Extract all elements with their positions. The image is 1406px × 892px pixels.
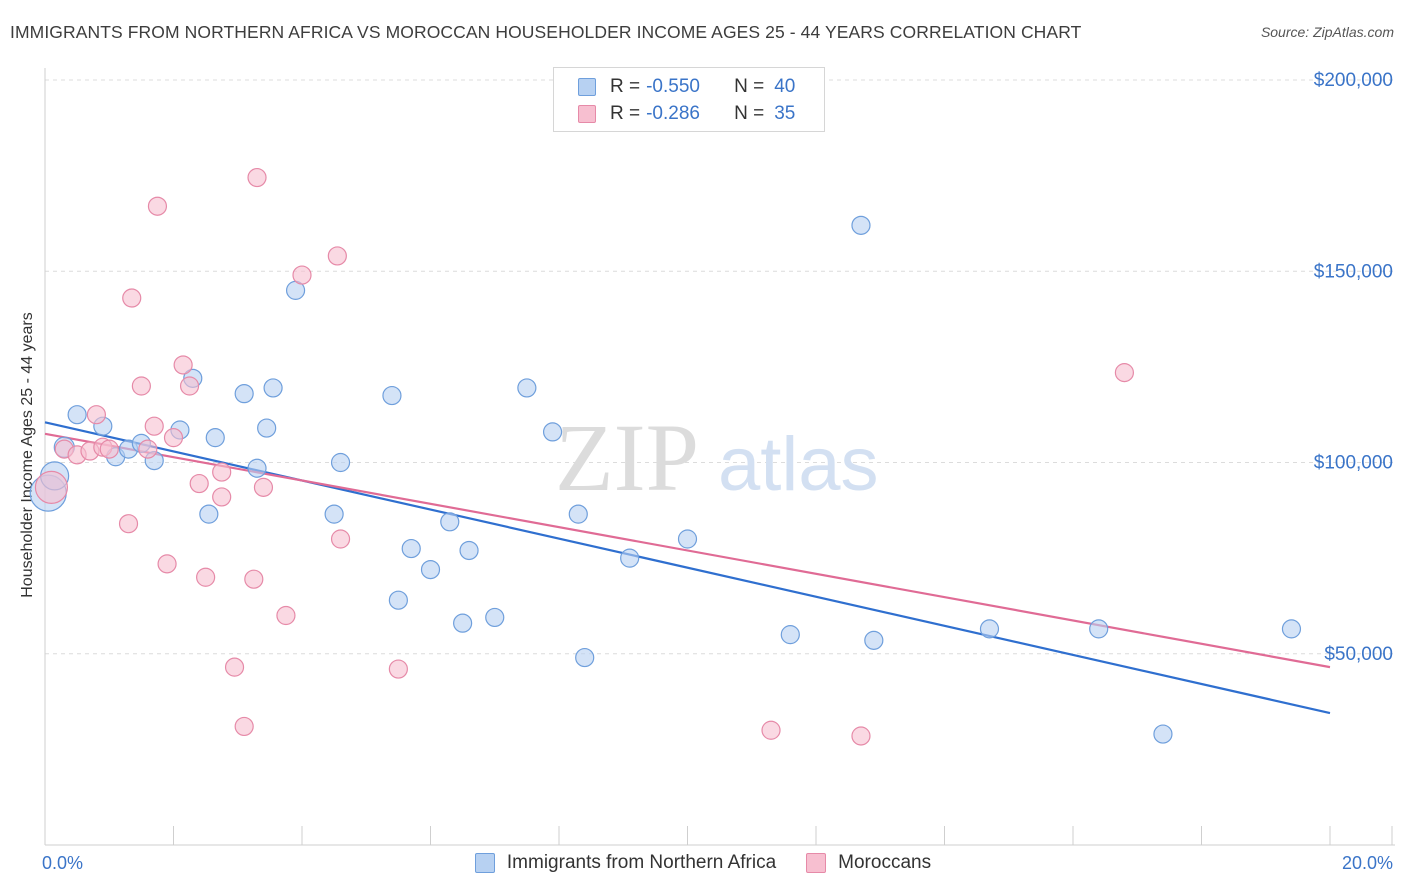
legend-item-moroccans: Moroccans — [806, 852, 931, 874]
data-point-pink — [212, 487, 232, 507]
legend-r-label: R = — [610, 76, 641, 97]
data-point-pink — [122, 288, 142, 308]
data-point-pink — [761, 720, 781, 740]
data-point-blue — [485, 607, 505, 628]
legend-swatch-pink — [806, 853, 827, 873]
data-point-pink — [276, 605, 296, 626]
data-point-blue — [864, 630, 884, 650]
data-point-pink — [327, 246, 347, 266]
x-tick-label-right: 20.0% — [1342, 853, 1393, 873]
y-tick-label: $50,000 — [1324, 644, 1393, 665]
legend-swatch-blue — [474, 853, 495, 873]
data-point-blue — [330, 452, 351, 473]
data-point-pink — [144, 416, 164, 436]
x-tick-label-left: 0.0% — [42, 853, 83, 873]
legend-n-value: 40 — [774, 76, 796, 97]
watermark-zip: ZIP — [555, 404, 699, 511]
legend-r-value: -0.550 — [646, 76, 700, 97]
data-point-blue — [1281, 619, 1302, 639]
watermark-atlas: atlas — [718, 422, 879, 507]
legend-item-northern-africa: Immigrants from Northern Africa — [474, 852, 777, 874]
data-point-blue — [780, 625, 800, 645]
data-point-blue — [440, 512, 460, 532]
legend-n-value: 35 — [774, 103, 796, 124]
data-point-blue — [1089, 619, 1109, 639]
data-point-pink — [34, 470, 69, 504]
data-point-pink — [179, 376, 200, 396]
data-point-blue — [205, 428, 225, 448]
data-point-pink — [224, 657, 245, 677]
data-point-pink — [99, 439, 119, 459]
data-point-pink — [189, 473, 209, 494]
tick-labels: $50,000 $100,000 $150,000 $200,000 0.0% 20.0% — [42, 70, 1393, 873]
data-point-blue — [459, 540, 479, 561]
watermark: ZIP atlas — [555, 404, 879, 511]
data-point-blue — [247, 458, 267, 478]
legend-n-label: N = — [734, 103, 765, 124]
data-point-blue — [257, 418, 277, 438]
data-point-blue — [388, 590, 408, 610]
legend-row-pink: R = -0.286 N = 35 — [578, 101, 795, 127]
correlation-legend: R = -0.550 N = 40 R = -0.286 N = 35 — [553, 67, 825, 132]
data-point-pink — [388, 659, 408, 679]
data-point-blue — [420, 559, 441, 580]
data-point-blue — [851, 215, 871, 235]
grid-lines — [45, 79, 1395, 655]
data-point-pink — [253, 477, 274, 497]
series-legend: Immigrants from Northern Africa Moroccan… — [0, 852, 1406, 874]
data-point-pink — [247, 167, 267, 188]
y-tick-label: $200,000 — [1314, 70, 1393, 91]
legend-label-moroccans: Moroccans — [838, 852, 932, 873]
data-point-blue — [67, 405, 87, 425]
data-point-pink — [118, 514, 139, 534]
data-point-blue — [401, 538, 421, 559]
data-point-pink — [196, 567, 216, 587]
data-point-blue — [234, 384, 254, 404]
legend-n-label: N = — [734, 76, 765, 97]
data-point-pink — [163, 428, 184, 448]
data-point-blue — [1153, 724, 1173, 744]
data-point-pink — [212, 462, 232, 482]
data-point-blue — [453, 613, 473, 633]
data-point-pink — [244, 569, 264, 589]
legend-r-value: -0.286 — [646, 103, 700, 124]
legend-swatch-pink — [578, 105, 596, 123]
data-points — [29, 167, 1302, 746]
data-point-pink — [147, 196, 168, 216]
data-point-pink — [1114, 363, 1135, 383]
data-point-blue — [542, 422, 563, 442]
data-point-pink — [157, 554, 177, 574]
y-tick-label: $100,000 — [1314, 453, 1393, 474]
data-point-blue — [382, 385, 402, 406]
data-point-blue — [979, 619, 1000, 639]
y-tick-label: $150,000 — [1314, 261, 1393, 282]
chart-title: IMMIGRANTS FROM NORTHERN AFRICA VS MOROC… — [10, 22, 1082, 42]
data-point-blue — [677, 529, 698, 549]
data-point-pink — [138, 439, 158, 459]
data-point-pink — [173, 355, 193, 375]
legend-row-blue: R = -0.550 N = 40 — [578, 74, 795, 100]
data-point-pink — [851, 726, 871, 746]
legend-swatch-blue — [578, 78, 596, 96]
data-point-blue — [620, 548, 640, 568]
data-point-blue — [517, 378, 537, 398]
data-point-pink — [234, 716, 254, 737]
legend-label-northern-africa: Immigrants from Northern Africa — [506, 852, 777, 873]
data-point-blue — [324, 504, 344, 524]
source-label: Source: ZipAtlas.com — [1260, 24, 1394, 40]
data-point-blue — [263, 378, 283, 398]
data-point-pink — [330, 529, 351, 549]
data-point-pink — [86, 405, 107, 425]
data-point-pink — [292, 265, 312, 285]
axes — [44, 68, 1395, 846]
data-point-blue — [568, 504, 588, 524]
data-point-blue — [575, 647, 595, 668]
data-point-blue — [199, 504, 219, 524]
legend-r-label: R = — [610, 103, 641, 124]
data-point-pink — [131, 376, 151, 396]
